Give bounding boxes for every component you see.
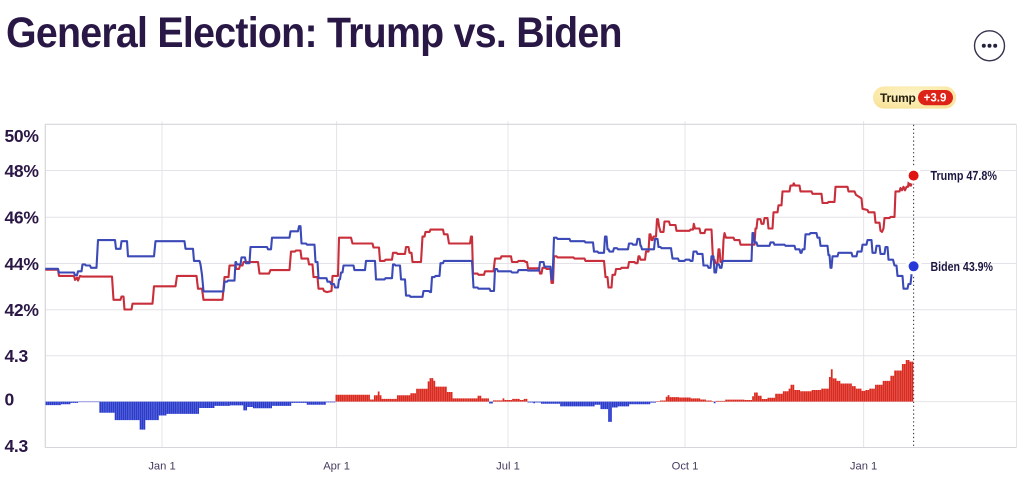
svg-text:0: 0: [5, 389, 15, 409]
svg-text:Biden 43.9%: Biden 43.9%: [931, 259, 994, 274]
svg-text:50%: 50%: [5, 126, 40, 146]
svg-text:Apr 1: Apr 1: [323, 461, 350, 473]
svg-text:Oct 1: Oct 1: [672, 461, 699, 473]
svg-text:46%: 46%: [5, 208, 40, 228]
svg-text:44%: 44%: [5, 254, 40, 274]
svg-text:48%: 48%: [5, 161, 40, 181]
svg-text:+3.9: +3.9: [924, 93, 947, 105]
svg-text:Trump 47.8%: Trump 47.8%: [931, 168, 998, 183]
svg-text:4.3: 4.3: [5, 346, 29, 366]
svg-text:4.3: 4.3: [5, 436, 29, 456]
svg-text:Jul 1: Jul 1: [496, 461, 520, 473]
svg-text:42%: 42%: [5, 300, 40, 320]
svg-text:Trump: Trump: [880, 91, 916, 105]
svg-text:Jan 1: Jan 1: [148, 461, 175, 473]
svg-text:Jan 1: Jan 1: [850, 461, 877, 473]
